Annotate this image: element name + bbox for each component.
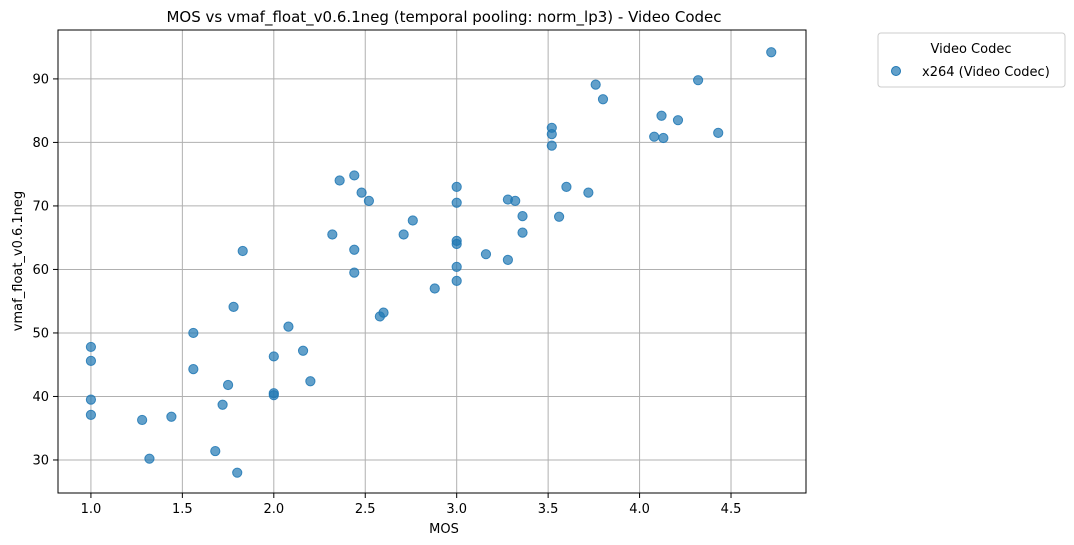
data-point — [502, 254, 513, 266]
legend: Video Codec x264 (Video Codec) — [877, 32, 1066, 88]
data-point — [517, 227, 528, 238]
x-tick-label: 4.0 — [629, 502, 650, 517]
data-point — [349, 170, 360, 181]
data-point — [188, 364, 199, 375]
data-point — [692, 75, 704, 86]
x-tick-label: 4.5 — [721, 502, 742, 517]
data-point — [561, 181, 572, 192]
data-point — [85, 355, 97, 366]
data-point — [85, 409, 97, 420]
data-point — [597, 94, 609, 105]
x-axis-ticks: 1.0 1.5 2.0 2.5 3.0 3.5 4.0 4.5 — [81, 493, 742, 517]
chart-title: MOS vs vmaf_float_v0.6.1neg (temporal po… — [166, 8, 721, 27]
data-point — [510, 195, 521, 206]
data-point — [713, 127, 724, 138]
data-point — [334, 175, 345, 186]
data-point — [85, 394, 97, 405]
data-point — [451, 275, 462, 286]
data-point — [378, 307, 389, 318]
x-tick-label: 1.0 — [81, 502, 102, 517]
data-point — [349, 267, 360, 278]
x-tick-label: 1.5 — [172, 502, 193, 517]
data-point — [144, 453, 155, 464]
data-points — [85, 47, 777, 478]
data-point — [451, 261, 462, 272]
data-point — [232, 467, 243, 478]
data-point — [451, 197, 462, 208]
data-point — [554, 211, 565, 222]
y-tick-label: 60 — [32, 263, 49, 278]
x-tick-label: 3.5 — [538, 502, 559, 517]
x-tick-label: 2.0 — [263, 502, 284, 517]
data-point — [658, 132, 669, 144]
y-tick-label: 50 — [32, 326, 49, 341]
legend-marker — [891, 66, 901, 76]
data-point — [451, 238, 462, 250]
data-point — [546, 140, 557, 151]
legend-title: Video Codec — [931, 42, 1012, 57]
data-point — [228, 301, 239, 313]
y-tick-label: 70 — [32, 199, 49, 214]
data-point — [517, 210, 528, 222]
data-point — [583, 187, 594, 198]
y-tick-label: 40 — [32, 390, 49, 405]
data-point — [546, 129, 557, 140]
data-point — [672, 115, 684, 126]
data-point — [649, 131, 660, 142]
data-point — [210, 445, 221, 457]
data-point — [480, 249, 492, 260]
data-point — [356, 187, 367, 198]
data-point — [590, 79, 601, 90]
data-point — [398, 229, 409, 240]
data-point — [237, 245, 248, 257]
data-point — [222, 379, 234, 391]
data-point — [451, 181, 462, 192]
x-axis-label: MOS — [429, 522, 459, 537]
data-point — [305, 376, 316, 387]
data-point — [166, 411, 177, 422]
data-point — [268, 351, 279, 362]
data-point — [363, 195, 375, 206]
data-point — [656, 110, 667, 121]
data-point — [137, 414, 148, 426]
y-tick-label: 80 — [32, 136, 49, 151]
data-point — [327, 229, 338, 240]
data-point — [85, 341, 97, 353]
data-point — [349, 244, 360, 255]
y-axis-label: vmaf_float_v0.6.1neg — [11, 191, 26, 331]
data-point — [217, 399, 228, 410]
data-point — [297, 345, 309, 356]
y-axis-ticks: 30 40 50 60 70 80 90 — [32, 72, 58, 468]
legend-box — [877, 32, 1066, 88]
data-point — [188, 327, 199, 339]
data-point — [283, 321, 294, 332]
data-point — [268, 390, 279, 401]
data-point — [429, 283, 440, 294]
x-tick-label: 2.5 — [355, 502, 376, 517]
x-tick-label: 3.0 — [446, 502, 467, 517]
data-point — [407, 215, 418, 226]
y-tick-label: 30 — [32, 453, 49, 468]
legend-entry-label: x264 (Video Codec) — [922, 65, 1050, 80]
data-point — [766, 47, 777, 58]
plot-frame — [57, 29, 807, 494]
grid-lines — [58, 30, 806, 493]
y-tick-label: 90 — [32, 72, 49, 87]
